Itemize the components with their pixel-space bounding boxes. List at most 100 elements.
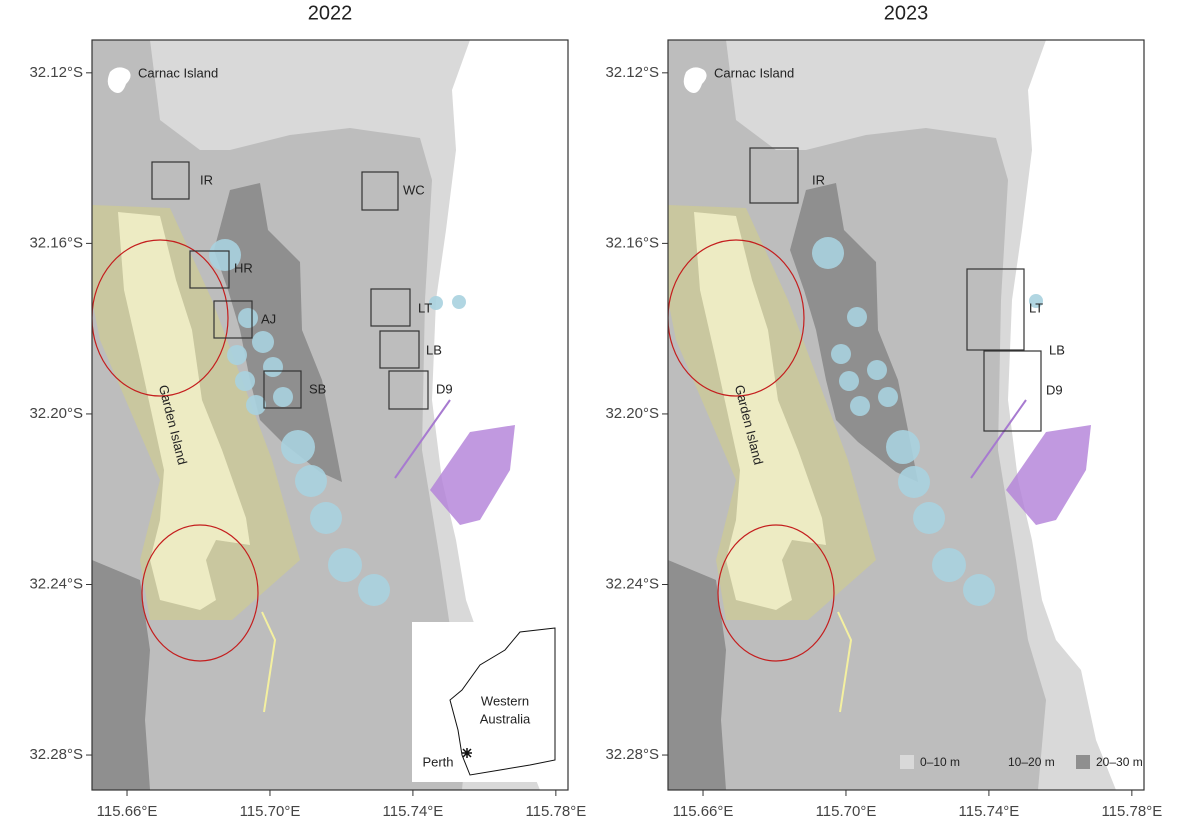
map-area bbox=[668, 40, 1144, 790]
deep-basin bbox=[214, 183, 342, 482]
x-tick-label: 115.66°E bbox=[97, 803, 158, 820]
seagrass-site bbox=[847, 307, 867, 327]
mid-depth bbox=[668, 560, 726, 790]
site-label: SB bbox=[309, 381, 326, 396]
site-box bbox=[379, 330, 420, 369]
y-tick-label: 32.16°S bbox=[605, 234, 659, 251]
y-tick-label: 32.28°S bbox=[29, 746, 83, 763]
protected-zone bbox=[668, 205, 876, 620]
seagrass-site bbox=[358, 574, 390, 606]
site-label: D9 bbox=[436, 381, 453, 396]
x-tick-label: 115.78°E bbox=[1101, 803, 1162, 820]
highlight-ring bbox=[717, 524, 835, 662]
site-label: LT bbox=[418, 300, 432, 315]
seagrass-site bbox=[1029, 294, 1043, 308]
seagrass-site bbox=[913, 502, 945, 534]
wa-outline bbox=[449, 627, 556, 776]
mainland bbox=[432, 40, 568, 790]
seagrass-site bbox=[867, 360, 887, 380]
seagrass-site bbox=[850, 396, 870, 416]
seagrass-site bbox=[209, 239, 241, 271]
legend-label: 0–10 m bbox=[920, 755, 960, 769]
site-label: AJ bbox=[261, 311, 276, 326]
y-tick-label: 32.12°S bbox=[29, 64, 83, 81]
legend-label: 20–30 m bbox=[1096, 755, 1143, 769]
mainland bbox=[1008, 40, 1144, 790]
site-label: LB bbox=[426, 342, 442, 357]
pipeline bbox=[970, 399, 1027, 479]
panel-frame bbox=[91, 39, 569, 791]
seagrass-site bbox=[878, 387, 898, 407]
seagrass-site bbox=[898, 466, 930, 498]
seagrass-site bbox=[452, 295, 466, 309]
site-label: HR bbox=[234, 260, 253, 275]
panel-title: 2022 bbox=[308, 2, 353, 24]
panel-frame bbox=[667, 39, 1145, 791]
site-label: LT bbox=[1029, 300, 1043, 315]
site-label: LB bbox=[1049, 342, 1065, 357]
region-label: Western bbox=[481, 693, 529, 708]
island bbox=[694, 212, 826, 610]
site-box bbox=[213, 300, 253, 339]
site-box bbox=[263, 370, 302, 409]
seagrass-site bbox=[310, 502, 342, 534]
seagrass-site bbox=[886, 430, 920, 464]
causeway bbox=[261, 611, 277, 713]
site-box bbox=[749, 147, 799, 204]
map-area bbox=[92, 40, 568, 790]
y-tick-label: 32.24°S bbox=[29, 575, 83, 592]
city-marker bbox=[462, 748, 472, 758]
y-tick-label: 32.20°S bbox=[29, 405, 83, 422]
legend-swatch bbox=[1076, 755, 1090, 769]
seagrass-site bbox=[963, 574, 995, 606]
site-box bbox=[966, 268, 1025, 351]
industrial-zone bbox=[430, 425, 515, 525]
protected-zone bbox=[92, 205, 300, 620]
seagrass-site bbox=[812, 237, 844, 269]
seagrass-site bbox=[273, 387, 293, 407]
site-box bbox=[983, 350, 1042, 432]
legend-swatch bbox=[900, 755, 914, 769]
site-label: D9 bbox=[1046, 382, 1063, 397]
highlight-ring bbox=[141, 524, 259, 662]
site-box bbox=[361, 171, 399, 211]
site-label: WC bbox=[403, 182, 425, 197]
island bbox=[118, 212, 250, 610]
carnac-island bbox=[683, 67, 707, 93]
seagrass-site bbox=[281, 430, 315, 464]
seagrass-site bbox=[246, 395, 266, 415]
site-label: IR bbox=[812, 172, 825, 187]
y-tick-label: 32.28°S bbox=[605, 746, 659, 763]
causeway bbox=[837, 611, 853, 713]
inset-bg bbox=[412, 622, 562, 782]
industrial-zone bbox=[1006, 425, 1091, 525]
x-tick-label: 115.70°E bbox=[240, 803, 301, 820]
x-tick-label: 115.74°E bbox=[383, 803, 444, 820]
mid-depth bbox=[92, 560, 150, 790]
seagrass-site bbox=[238, 308, 258, 328]
seagrass-site bbox=[235, 371, 255, 391]
site-box bbox=[151, 161, 190, 200]
place-label: Carnac Island bbox=[714, 65, 794, 80]
city-label: Perth bbox=[422, 754, 453, 769]
carnac-island bbox=[107, 67, 131, 93]
seagrass-site bbox=[831, 344, 851, 364]
site-box bbox=[370, 288, 411, 327]
seagrass-site bbox=[227, 345, 247, 365]
site-box bbox=[189, 250, 230, 289]
site-box bbox=[388, 370, 429, 410]
y-tick-label: 32.12°S bbox=[605, 64, 659, 81]
x-tick-label: 115.66°E bbox=[673, 803, 734, 820]
y-tick-label: 32.16°S bbox=[29, 234, 83, 251]
highlight-ring bbox=[668, 239, 805, 397]
seagrass-site bbox=[252, 331, 274, 353]
seagrass-site bbox=[328, 548, 362, 582]
x-tick-label: 115.74°E bbox=[959, 803, 1020, 820]
place-label: Carnac Island bbox=[138, 65, 218, 80]
seagrass-site bbox=[932, 548, 966, 582]
seagrass-site bbox=[429, 296, 443, 310]
x-tick-label: 115.70°E bbox=[816, 803, 877, 820]
